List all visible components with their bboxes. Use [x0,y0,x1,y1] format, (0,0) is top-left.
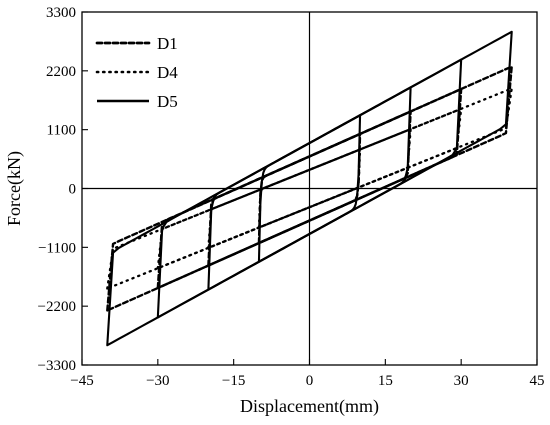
y-tick-label: 0 [69,182,77,198]
series-d1-loop [106,65,513,312]
y-axis-title: Force(kN) [4,151,25,226]
x-tick-label: −30 [146,373,169,389]
y-tick-label: −3300 [38,358,76,374]
x-tick-label: 30 [454,373,469,389]
x-tick-label: 45 [530,373,545,389]
y-tick-label: 1100 [47,123,76,139]
x-tick-label: −45 [70,373,93,389]
x-tick-label: 0 [306,373,314,389]
x-tick-label: −15 [222,373,245,389]
series-d5 [106,30,513,347]
legend-label-d1: D1 [157,34,178,53]
x-tick-label: 15 [378,373,393,389]
series-curves [106,30,513,347]
y-tick-label: −1100 [38,240,76,256]
y-tick-label: −2200 [38,299,76,315]
legend: D1 D4 D5 [95,34,178,111]
y-tick-label: 3300 [46,5,76,21]
series-d5-loop [106,30,513,347]
x-axis-title: Displacement(mm) [240,396,379,417]
y-tick-label: 2200 [46,64,76,80]
series-d4-loop [106,87,513,290]
axis-ticks: −45 −30 −15 0 15 30 45 −3300 −2200 −1100 0 1100 2200… [38,5,545,389]
legend-label-d5: D5 [157,92,178,111]
legend-label-d4: D4 [157,63,178,82]
zero-axes [82,12,537,365]
